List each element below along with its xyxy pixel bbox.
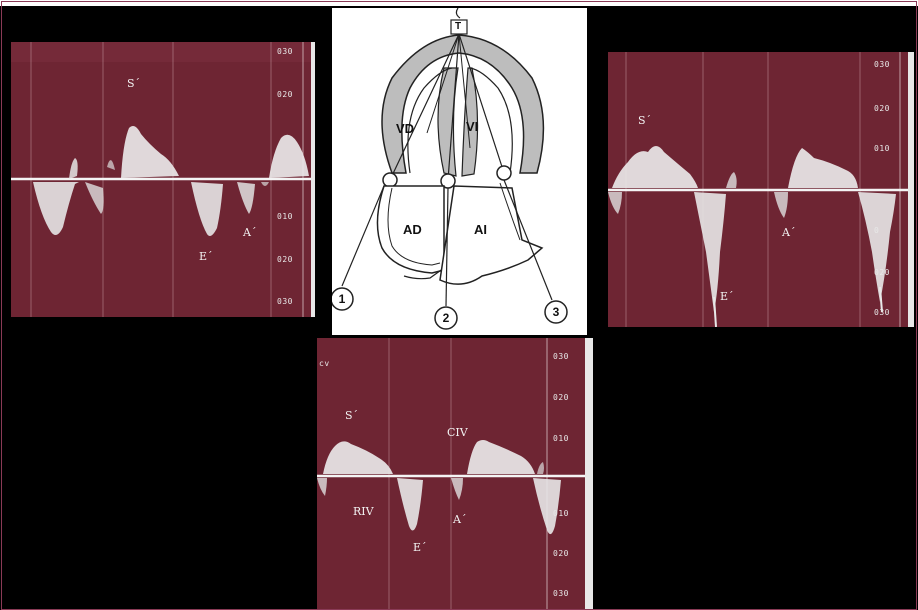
chamber-label-ad: AD (403, 222, 422, 237)
chamber-label-vi: VI (466, 119, 479, 134)
marker-label-2: 2 (442, 311, 450, 325)
label-a-prime: A´ (243, 226, 257, 239)
tick-label: 020 (277, 255, 293, 264)
tick-label: 0 (874, 226, 880, 235)
label-civ: CIV (447, 426, 468, 439)
tick-label: 020 (874, 268, 890, 277)
tick-label: 030 (277, 297, 293, 306)
doppler-trace-right (608, 52, 914, 327)
heart-diagram-panel: T VD VI AD AI 1 2 3 (332, 8, 587, 335)
heart-diagram (332, 8, 568, 330)
probe-label: T (455, 21, 462, 32)
tick-label: 010 (553, 509, 569, 518)
tick-label: 020 (553, 393, 569, 402)
tick-label: 020 (874, 104, 890, 113)
label-a-prime: A´ (782, 226, 796, 239)
marker-label-3: 3 (552, 305, 560, 319)
label-s-prime: S´ (127, 77, 141, 90)
tick-label: 030 (277, 47, 293, 56)
label-s-prime: S´ (638, 114, 652, 127)
tick-label: 030 (553, 589, 569, 598)
doppler-trace-left (11, 42, 315, 317)
label-e-prime: E´ (720, 290, 734, 303)
tick-label: 030 (874, 308, 890, 317)
marker-label-1: 1 (338, 292, 346, 306)
label-e-prime: E´ (199, 250, 213, 263)
chamber-label-ai: AI (474, 222, 487, 237)
tick-label: 030 (553, 352, 569, 361)
label-s-prime: S´ (345, 409, 359, 422)
tick-label: 020 (277, 90, 293, 99)
doppler-panel-bottom: cv S´ CIV RIV E´ A´ 030 020 010 010 020 … (317, 338, 593, 610)
tick-label: 020 (553, 549, 569, 558)
label-e-prime: E´ (413, 541, 427, 554)
tick-label: 010 (553, 434, 569, 443)
tick-label: 010 (874, 144, 890, 153)
tick-label: 030 (874, 60, 890, 69)
top-strip (0, 0, 918, 6)
tick-label: 010 (277, 212, 293, 221)
doppler-panel-left: S´ E´ A´ 030 020 010 020 030 (11, 42, 315, 317)
label-a-prime: A´ (453, 513, 467, 526)
corner-label: cv (319, 359, 330, 368)
doppler-panel-right: S´ E´ A´ 030 020 010 0 020 030 (608, 52, 914, 327)
label-riv: RIV (353, 505, 374, 518)
chamber-label-vd: VD (396, 121, 415, 136)
doppler-trace-bottom (317, 338, 593, 610)
